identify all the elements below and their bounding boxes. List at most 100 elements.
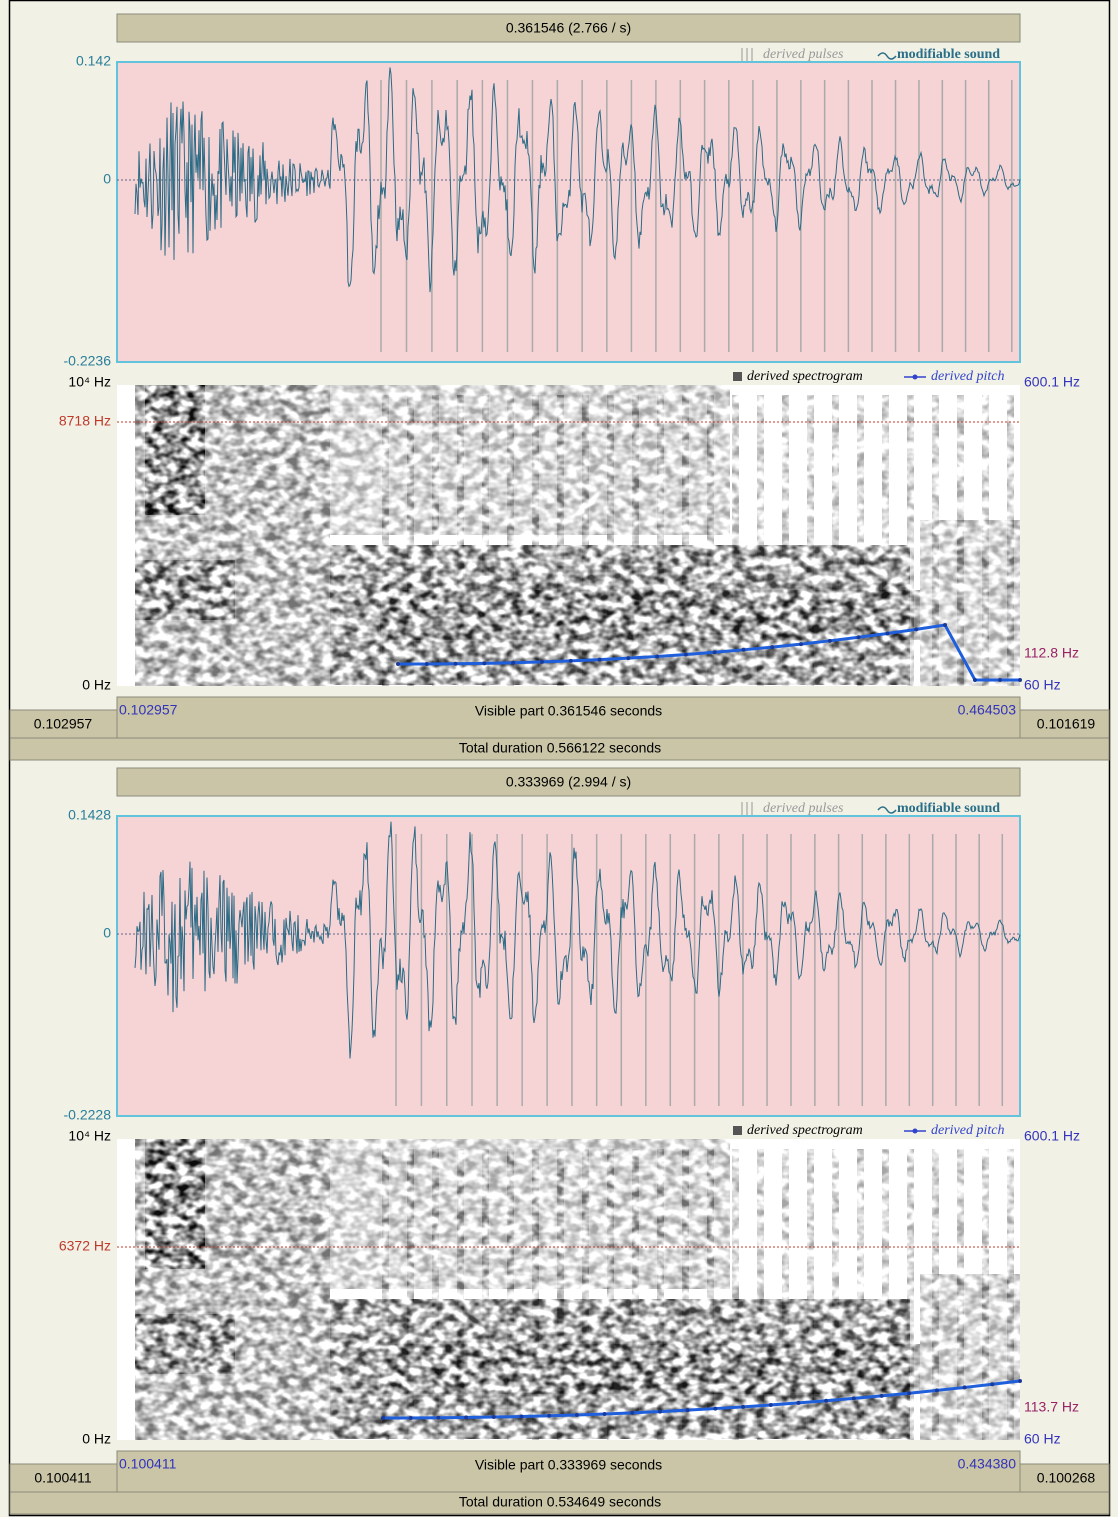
striation	[482, 1149, 489, 1440]
striation	[807, 395, 814, 686]
striation	[857, 395, 864, 686]
striation	[982, 1149, 989, 1440]
legend-spectrogram: derived spectrogram	[747, 1123, 863, 1138]
striation	[707, 1149, 714, 1440]
wave-zero: 0	[103, 925, 111, 941]
pitch-top: 600.1 Hz	[1024, 1128, 1080, 1144]
spectrogram-icon	[733, 1126, 742, 1135]
freq-top: 10⁴ Hz	[68, 1128, 111, 1144]
pitch-point	[491, 1415, 496, 1420]
footer-left-box	[9, 709, 118, 739]
pitch-point	[827, 638, 832, 643]
legend-pulses: derived pulses	[763, 801, 844, 816]
freq-cursor: 8718 Hz	[59, 413, 111, 429]
striation	[882, 1149, 889, 1440]
striation	[907, 395, 914, 686]
pitch-point	[396, 662, 400, 666]
footer-left: 0.100411	[34, 1470, 92, 1486]
striation	[732, 395, 739, 686]
wave-top: 0.1428	[68, 807, 111, 823]
legend-pulses: derived pulses	[763, 47, 844, 62]
header-bar	[116, 767, 1021, 797]
pitch-icon-dot	[912, 1128, 918, 1134]
pitch-value: 113.7 Hz	[1024, 1399, 1079, 1415]
striation	[532, 395, 539, 686]
view-start: 0.102957	[119, 702, 178, 718]
pitch-point	[998, 678, 1002, 682]
striation	[982, 395, 989, 686]
freq-bottom: 0 Hz	[82, 677, 111, 693]
striation	[407, 1149, 414, 1440]
pitch-point	[1018, 678, 1022, 682]
pitch-point	[539, 659, 544, 664]
pitch-point	[770, 645, 775, 650]
striation	[607, 1149, 614, 1440]
striation	[432, 395, 439, 686]
pitch-bottom: 60 Hz	[1024, 1431, 1061, 1447]
wave-zero: 0	[103, 171, 111, 187]
total-bar	[9, 737, 1110, 761]
striation	[382, 395, 389, 686]
wave-bottom: -0.2228	[64, 1107, 112, 1123]
view-end: 0.434380	[958, 1456, 1017, 1472]
pitch-point	[685, 1408, 690, 1413]
pitch-point	[741, 647, 746, 652]
striation	[807, 1149, 814, 1440]
footer-left-box	[9, 1463, 118, 1493]
waveform-area	[116, 61, 1021, 363]
striation	[532, 1149, 539, 1440]
spectrogram-energy	[380, 1344, 920, 1394]
pitch-point	[713, 1406, 718, 1411]
striation	[482, 395, 489, 686]
pitch-point	[1018, 1379, 1022, 1383]
striation	[1007, 1149, 1014, 1440]
pitch-point	[824, 1398, 829, 1403]
view-start: 0.100411	[119, 1456, 177, 1472]
footer-visible-box	[116, 1450, 1021, 1493]
waveform-area	[116, 815, 1021, 1117]
striation	[657, 395, 664, 686]
striation	[832, 395, 839, 686]
pitch-point	[973, 678, 977, 682]
waveform	[134, 821, 1021, 1059]
pitch-point	[519, 1414, 524, 1419]
pitch-icon-dot	[912, 374, 918, 380]
header-text: 0.333969 (2.994 / s)	[506, 774, 631, 790]
striation	[657, 1149, 664, 1440]
spectrogram-energy	[330, 1139, 730, 1289]
striation	[457, 395, 464, 686]
striation	[607, 395, 614, 686]
header-text: 0.361546 (2.766 / s)	[506, 20, 631, 36]
footer-left: 0.102957	[34, 716, 93, 732]
pitch-point	[424, 661, 429, 666]
pitch-point	[655, 654, 660, 659]
spectrogram-energy	[135, 560, 235, 620]
striation	[757, 395, 764, 686]
pitch-point	[907, 1391, 912, 1396]
pitch-point	[851, 1396, 856, 1401]
striation	[557, 395, 564, 686]
visible-part: Visible part 0.333969 seconds	[475, 1457, 662, 1473]
total-duration: Total duration 0.566122 seconds	[459, 740, 661, 756]
pitch-point	[990, 1382, 995, 1387]
wave-bottom: -0.2236	[64, 353, 112, 369]
pitch-point	[879, 1393, 884, 1398]
pitch-point	[885, 631, 890, 636]
pitch-point	[934, 1388, 939, 1393]
striation	[932, 395, 939, 686]
visible-part: Visible part 0.361546 seconds	[475, 703, 662, 719]
pitch-point	[712, 650, 717, 655]
header-bar	[116, 13, 1021, 43]
legend-pitch: derived pitch	[931, 1123, 1004, 1138]
pitch-point	[597, 657, 602, 662]
pitch-point	[741, 1404, 746, 1409]
striation	[682, 395, 689, 686]
pitch-point	[381, 1416, 385, 1420]
pitch-point	[482, 661, 487, 666]
pitch-point	[630, 1410, 635, 1415]
striation	[782, 395, 789, 686]
pitch-point	[453, 661, 458, 666]
pitch-top: 600.1 Hz	[1024, 374, 1080, 390]
spectrogram-energy	[330, 385, 730, 535]
